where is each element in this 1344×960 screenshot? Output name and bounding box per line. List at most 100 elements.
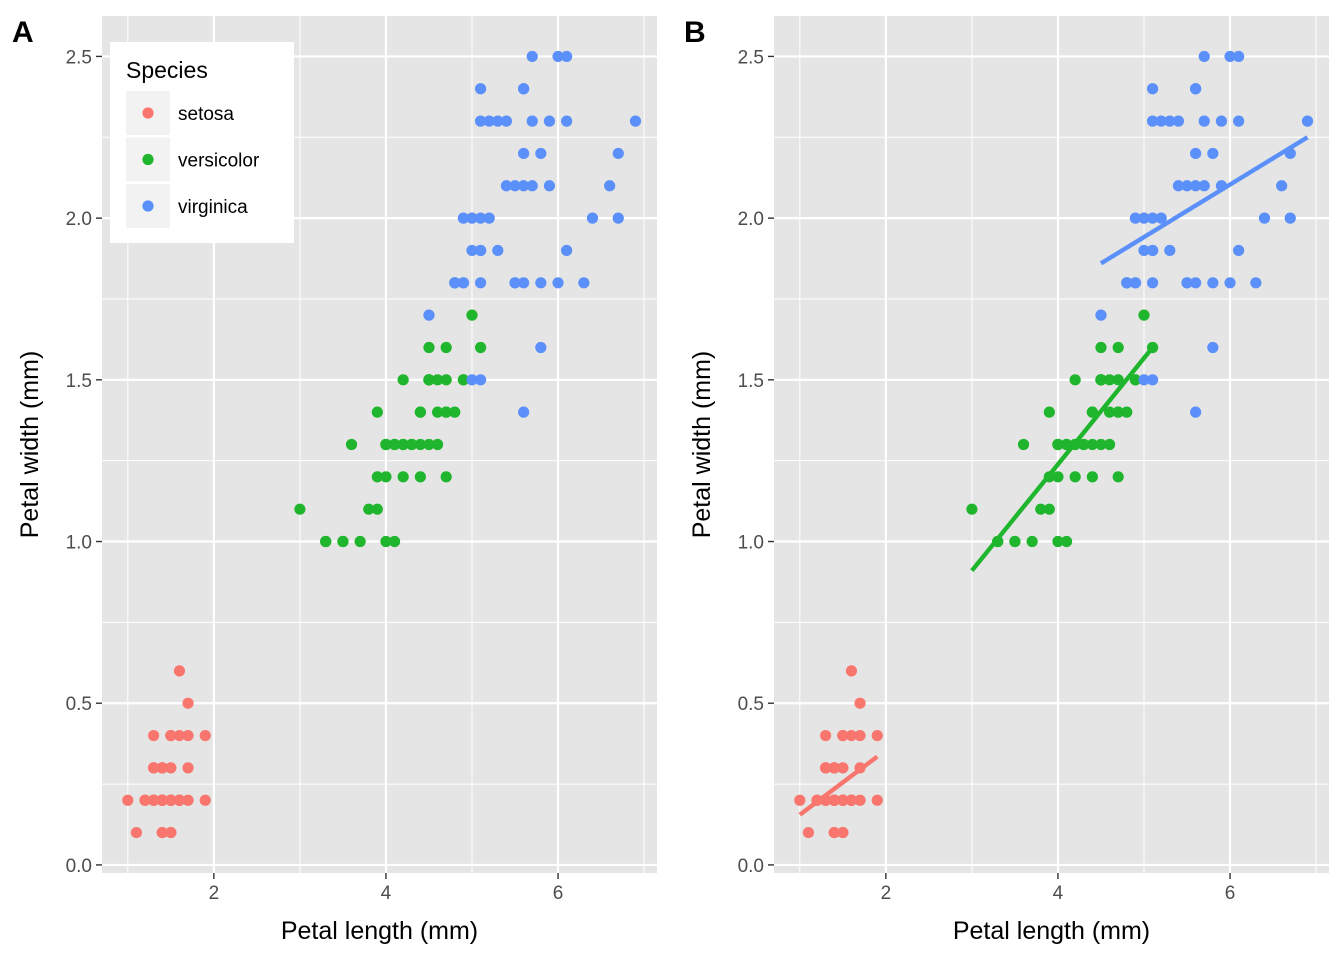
fit-line-virginica (1099, 135, 1309, 266)
point-virginica (535, 341, 547, 354)
point-versicolor (397, 374, 409, 386)
point-versicolor (431, 438, 444, 451)
point-virginica (1147, 115, 1159, 127)
point-virginica (423, 309, 435, 321)
point-virginica (561, 50, 573, 63)
point-versicolor (1112, 471, 1124, 483)
point-virginica (1233, 50, 1245, 63)
point-setosa (854, 729, 866, 742)
point-virginica (1224, 277, 1236, 289)
x-tick-label: 6 (553, 883, 564, 904)
point-versicolor (371, 503, 383, 515)
point-setosa (845, 794, 858, 806)
point-setosa (820, 729, 832, 742)
point-virginica (475, 83, 487, 95)
point-versicolor (431, 406, 444, 418)
x-tick-label: 4 (381, 883, 392, 904)
point-virginica (629, 115, 642, 127)
point-setosa (182, 697, 194, 709)
point-versicolor (1086, 471, 1098, 483)
point-virginica (1164, 115, 1176, 127)
x-tick-label: 4 (1053, 883, 1064, 904)
point-virginica (1147, 374, 1159, 386)
point-virginica (457, 212, 469, 224)
x-axis-title: Petal length (mm) (953, 917, 1150, 945)
point-setosa (139, 794, 151, 806)
point-setosa (173, 665, 186, 677)
point-virginica (1207, 147, 1219, 160)
point-virginica (518, 406, 530, 418)
x-tick-label: 2 (209, 883, 220, 904)
legend-label-setosa: setosa (178, 104, 234, 125)
point-versicolor (397, 471, 409, 483)
point-versicolor (1017, 438, 1030, 451)
point-virginica (449, 277, 461, 289)
point-versicolor (440, 471, 452, 483)
point-virginica (612, 212, 624, 224)
x-axis-title: Petal length (mm) (281, 917, 478, 945)
point-setosa (165, 794, 177, 806)
point-virginica (1190, 83, 1202, 95)
point-virginica (552, 50, 564, 63)
point-virginica (1138, 212, 1150, 224)
point-setosa (871, 794, 883, 806)
y-tick-label: 2.0 (66, 209, 92, 230)
point-virginica (1121, 277, 1133, 289)
point-virginica (466, 244, 478, 257)
point-versicolor (431, 374, 444, 386)
point-virginica (518, 83, 530, 95)
y-tick-label: 1.5 (66, 371, 92, 392)
legend-label-versicolor: versicolor (178, 151, 260, 172)
y-tick-label: 2.5 (738, 47, 764, 68)
plot-background (774, 16, 1329, 873)
point-virginica (1190, 180, 1202, 192)
point-setosa (794, 794, 806, 806)
point-versicolor (320, 535, 332, 548)
legend: Species setosa versicolor virginica (110, 42, 294, 243)
point-virginica (1215, 115, 1228, 127)
point-virginica (604, 180, 616, 192)
legend-key-virginica (142, 200, 154, 212)
point-virginica (466, 374, 478, 386)
point-setosa (828, 826, 840, 839)
point-virginica (535, 277, 547, 289)
point-versicolor (449, 406, 461, 418)
point-versicolor (414, 471, 426, 483)
point-versicolor (1138, 309, 1150, 321)
point-virginica (1129, 212, 1141, 224)
point-virginica (1258, 212, 1271, 224)
point-setosa (854, 697, 866, 709)
point-versicolor (354, 535, 366, 548)
point-setosa (165, 826, 177, 839)
point-setosa (845, 729, 858, 742)
point-virginica (483, 212, 495, 224)
point-virginica (1129, 277, 1141, 289)
point-virginica (475, 244, 487, 257)
legend-label-virginica: virginica (178, 197, 248, 218)
y-tick-label: 2.0 (738, 209, 764, 230)
point-virginica (518, 277, 530, 289)
point-versicolor (406, 438, 418, 451)
y-tick-label: 0.5 (66, 694, 92, 715)
point-setosa (854, 794, 866, 806)
point-versicolor (388, 535, 401, 548)
point-setosa (837, 826, 849, 839)
point-setosa (156, 794, 168, 806)
point-virginica (1301, 115, 1314, 127)
point-virginica (1198, 115, 1210, 127)
point-setosa (837, 729, 849, 742)
point-setosa (828, 762, 840, 774)
point-virginica (1147, 244, 1159, 257)
point-setosa (182, 794, 194, 806)
point-versicolor (371, 406, 383, 418)
point-virginica (1207, 277, 1219, 289)
panel-tag: B (684, 16, 706, 49)
point-virginica (1233, 244, 1245, 257)
point-versicolor (380, 438, 392, 451)
point-setosa (820, 762, 832, 774)
point-versicolor (397, 438, 409, 451)
point-virginica (1276, 180, 1288, 192)
point-virginica (1147, 277, 1159, 289)
point-virginica (475, 212, 487, 224)
